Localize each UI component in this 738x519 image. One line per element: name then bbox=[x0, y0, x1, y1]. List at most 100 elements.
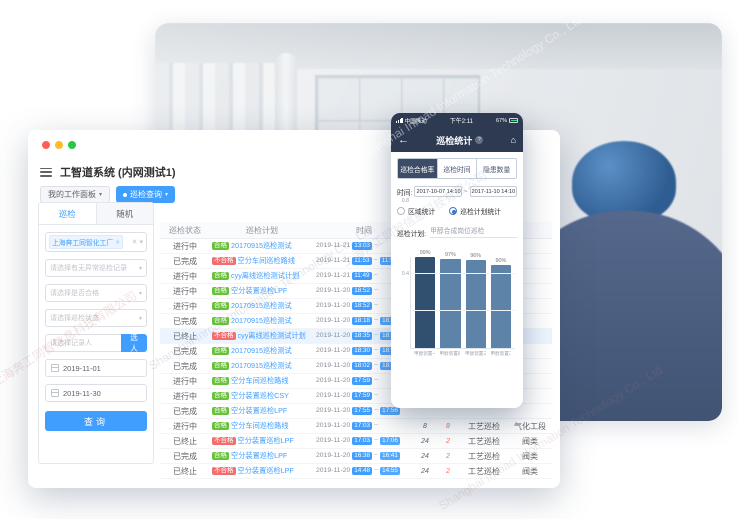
plan-link[interactable]: 20170915巡检测试 bbox=[231, 241, 292, 250]
bar-value-label: 99% bbox=[419, 249, 431, 256]
table-row[interactable]: 进行中 合格 空分车间巡检路线 2019-11-20 17:59 ~ bbox=[160, 374, 552, 389]
table-row[interactable]: 进行中 合格 cyy离线巡检测试计划 2019-11-21 11:49 ~ bbox=[160, 269, 552, 284]
table-row[interactable]: 已完成 合格 20170915巡检测试 2019-11-20 18:18 ~18:19 bbox=[160, 314, 552, 329]
inspection-table: 巡检状态巡检计划时间编写 进行中合格20170915巡检测试2019-11-21… bbox=[160, 222, 552, 480]
plan-link[interactable]: 空分装置巡检LPF bbox=[237, 436, 294, 445]
status-cell: 已完成 bbox=[173, 256, 197, 266]
home-icon[interactable]: ⌂ bbox=[510, 135, 516, 145]
start-time-chip: 16:38 bbox=[352, 451, 373, 461]
plan-link[interactable]: 空分装置巡检LPF bbox=[231, 406, 288, 415]
date-to-input[interactable]: 2019-11-30 bbox=[45, 384, 147, 402]
missed-count-cell: 24 bbox=[421, 467, 429, 475]
chart-bars: 99% 97% 96% 90% bbox=[411, 247, 515, 348]
plan-link[interactable]: cyy离线巡检测试计划 bbox=[237, 331, 306, 340]
sidebar-tab-inspection[interactable]: 巡检 bbox=[39, 203, 97, 224]
plan-link[interactable]: 20170915巡检测试 bbox=[231, 316, 292, 325]
org-tag: 上海奔工同智化工厂 ✕ bbox=[49, 235, 124, 249]
date-text: 2019-11-20 bbox=[316, 452, 351, 460]
radio-option-0[interactable]: 区域统计 bbox=[397, 206, 435, 216]
time-to-input[interactable]: 2017-11-10 14:10 bbox=[469, 186, 517, 197]
clear-icon[interactable]: ✕ bbox=[131, 239, 138, 246]
start-time-chip: 18:30 bbox=[352, 346, 373, 356]
end-time-chip: 18:06 bbox=[380, 361, 400, 371]
sidebar-tab-random[interactable]: 随机 bbox=[116, 208, 134, 219]
table-row[interactable]: 进行中 合格 空分装置巡检LPF 2019-11-20 18:52 ~ bbox=[160, 284, 552, 299]
plan-link[interactable]: 空分车间巡检路线 bbox=[237, 256, 296, 265]
tab-inspection-query[interactable]: 巡检查询 ▾ bbox=[116, 186, 176, 203]
table-row[interactable]: 进行中 合格 空分装置巡检CSY 2019-11-20 17:59 ~ bbox=[160, 389, 552, 404]
search-button[interactable]: 查询 bbox=[45, 411, 147, 431]
time-cell: 2019-11-21 13:03 ~ bbox=[314, 241, 414, 251]
table-row[interactable]: 已完成 合格 20170915巡检测试 2019-11-20 18:30 ~18:31 bbox=[160, 344, 552, 359]
table-row[interactable]: 进行中 合格 空分车间巡检路线 2019-11-20 17:03 ~8 8 工艺巡检 气化工段 bbox=[160, 419, 552, 434]
plan-link[interactable]: 空分车间巡检路线 bbox=[231, 421, 289, 430]
table-row[interactable]: 已终止 不合格 空分装置巡检LPF 2019-11-20 14:48 ~14:55 24 2 工… bbox=[160, 464, 552, 479]
result-badge: 合格 bbox=[212, 361, 229, 371]
result-badge: 合格 bbox=[212, 241, 229, 251]
result-badge: 合格 bbox=[212, 316, 229, 326]
plan-link[interactable]: 20170915巡检测试 bbox=[231, 361, 292, 370]
type-cell: 工艺巡检 bbox=[468, 436, 500, 446]
filter-select-1[interactable]: 请选择是否合格 ▾ bbox=[45, 284, 147, 302]
date-text: 2019-11-20 bbox=[316, 422, 351, 430]
status-cell: 已完成 bbox=[173, 346, 197, 356]
plan-link[interactable]: 空分车间巡检路线 bbox=[231, 376, 289, 385]
org-multiselect[interactable]: 上海奔工同智化工厂 ✕ ✕ ▾ bbox=[45, 232, 147, 252]
bar bbox=[465, 259, 486, 348]
time-from-input[interactable]: 2017-10-07 14:10 bbox=[414, 186, 462, 197]
plan-link[interactable]: 空分装置巡检LPF bbox=[237, 466, 294, 475]
end-time-chip: 11:58 bbox=[379, 256, 399, 266]
start-time-chip: 14:48 bbox=[352, 466, 373, 476]
table-row[interactable]: 已完成 合格 空分装置巡检LPF 2019-11-20 17:55 ~17:56 bbox=[160, 404, 552, 419]
time-cell: 2019-11-20 18:35 ~18:37 bbox=[314, 331, 414, 341]
plan-value-input[interactable]: 甲醇合成岗位巡检 bbox=[430, 225, 517, 238]
time-cell: 2019-11-20 17:59 ~ bbox=[314, 376, 414, 386]
minimize-window-button[interactable] bbox=[55, 141, 63, 149]
tilde-separator: ~ bbox=[374, 407, 379, 415]
filter-select-0[interactable]: 请选择有无异常巡检记录 ▾ bbox=[45, 259, 147, 277]
close-window-button[interactable] bbox=[42, 141, 50, 149]
info-icon[interactable]: ? bbox=[475, 136, 484, 144]
radio-option-1[interactable]: 巡检计划统计 bbox=[449, 206, 501, 216]
battery-icon bbox=[509, 118, 518, 123]
status-cell: 已完成 bbox=[173, 406, 197, 416]
x-axis-label: 甲醇装置一班 bbox=[414, 351, 435, 356]
time-label: 时间: bbox=[397, 189, 413, 197]
filter-select-2[interactable]: 请选择巡检状态 ▾ bbox=[45, 309, 147, 327]
back-icon[interactable]: ← bbox=[398, 133, 409, 146]
chevron-down-icon: ▾ bbox=[138, 315, 142, 322]
table-row[interactable]: 已完成 合格 空分装置巡检LPF 2019-11-20 16:38 ~16:41 24 2 工艺… bbox=[160, 449, 552, 464]
hamburger-menu-icon[interactable] bbox=[40, 167, 52, 177]
pick-person-button[interactable]: 选人 bbox=[121, 333, 147, 353]
maximize-window-button[interactable] bbox=[68, 141, 76, 149]
battery-percent: 67% bbox=[495, 117, 507, 124]
plan-link[interactable]: 空分装置巡检LPF bbox=[231, 286, 288, 295]
table-row[interactable]: 进行中 合格 20170915巡检测试 2019-11-21 13:03 ~ bbox=[160, 239, 552, 254]
plan-cell: 合格 空分装置巡检LPF bbox=[210, 451, 314, 461]
start-time-chip: 11:49 bbox=[352, 271, 372, 281]
tab-workspace[interactable]: 我的工作面板 ▾ bbox=[40, 186, 111, 203]
plan-link[interactable]: 20170915巡检测试 bbox=[231, 301, 292, 310]
person-input[interactable]: 请选择记录人 bbox=[45, 334, 121, 352]
plan-link[interactable]: 空分装置巡检LPF bbox=[231, 451, 288, 460]
signal-icon bbox=[396, 118, 403, 123]
plan-link[interactable]: 空分装置巡检CSY bbox=[231, 391, 289, 400]
phone-tab-2[interactable]: 隐患数量 bbox=[477, 159, 516, 178]
y-tick-label: 0.8 bbox=[401, 197, 409, 204]
remove-tag-icon[interactable]: ✕ bbox=[115, 239, 121, 246]
phone-tab-0[interactable]: 巡检合格率 bbox=[398, 159, 438, 178]
phone-tab-1[interactable]: 巡检时间 bbox=[437, 159, 478, 178]
table-row[interactable]: 已完成 不合格 空分车间巡检路线 2019-11-21 11:53 ~11:58 bbox=[160, 254, 552, 269]
date-from-input[interactable]: 2019-11-01 bbox=[45, 359, 147, 377]
table-row[interactable]: 已终止 不合格 空分装置巡检LPF 2019-11-20 17:03 ~17:06 24 2 工… bbox=[160, 434, 552, 449]
app-title: 工智道系统 (内网测试1) bbox=[60, 167, 176, 179]
plan-link[interactable]: cyy离线巡检测试计划 bbox=[231, 271, 300, 280]
chevron-down-icon: ▾ bbox=[138, 290, 142, 297]
plan-link[interactable]: 20170915巡检测试 bbox=[231, 346, 292, 355]
table-row[interactable]: 进行中 合格 20170915巡检测试 2019-11-20 18:52 ~ bbox=[160, 299, 552, 314]
status-cell: 已完成 bbox=[173, 316, 197, 326]
time-cell: 2019-11-20 18:02 ~18:06 bbox=[314, 361, 414, 371]
radio-label: 巡检计划统计 bbox=[460, 209, 501, 216]
table-row[interactable]: 已完成 合格 20170915巡检测试 2019-11-20 18:02 ~18:06 bbox=[160, 359, 552, 374]
